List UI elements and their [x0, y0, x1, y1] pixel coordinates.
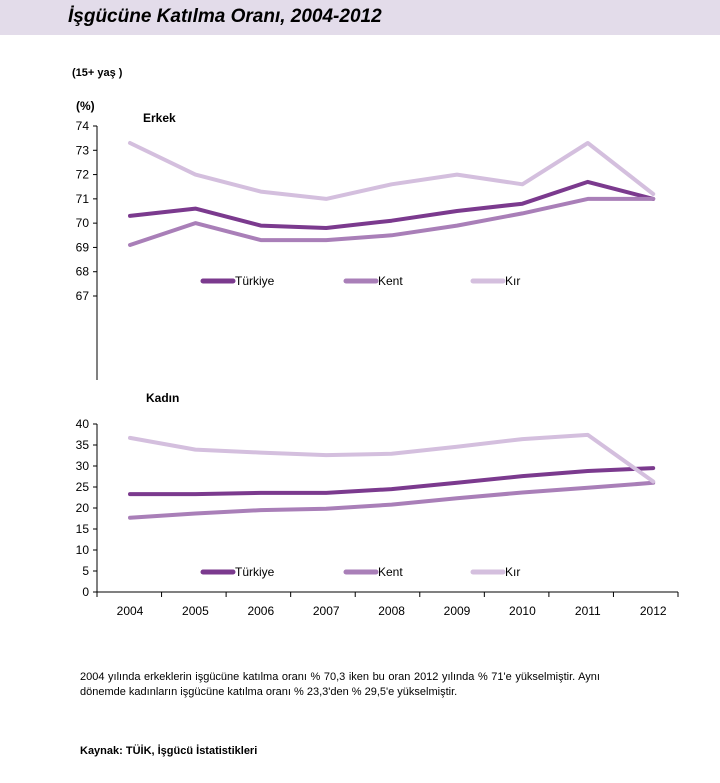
series-line-1 — [128, 196, 656, 247]
series-line-2 — [128, 432, 656, 484]
y-tick-label: 74 — [76, 119, 90, 133]
x-tick-label: 2009 — [444, 604, 471, 618]
x-tick-label: 2011 — [575, 604, 601, 618]
y-tick-label: 35 — [76, 438, 90, 452]
legend-label: Kent — [378, 565, 403, 579]
y-tick-label: 20 — [76, 501, 90, 515]
y-tick-label: 69 — [76, 240, 90, 254]
unit-label: (%) — [76, 99, 95, 113]
note-text: 2004 yılında erkeklerin işgücüne katılma… — [80, 671, 600, 698]
y-tick-label: 67 — [76, 289, 90, 303]
legend-label: Türkiye — [235, 565, 275, 579]
y-tick-label: 71 — [76, 192, 90, 206]
legend-label: Türkiye — [235, 274, 275, 288]
x-tick-label: 2008 — [378, 604, 405, 618]
age-label: (15+ yaş ) — [72, 67, 123, 79]
series-line-1 — [128, 480, 656, 520]
x-tick-label: 2004 — [117, 604, 144, 618]
y-tick-label: 10 — [76, 543, 90, 557]
y-tick-label: 40 — [76, 417, 90, 431]
y-tick-label: 72 — [76, 168, 90, 182]
panel-title: Kadın — [146, 391, 179, 405]
legend-label: Kır — [505, 274, 520, 288]
y-tick-label: 25 — [76, 480, 90, 494]
title-bar — [0, 0, 720, 35]
y-tick-label: 15 — [76, 522, 90, 536]
legend-label: Kır — [505, 565, 520, 579]
source-text: Kaynak: TÜİK, İşgücü İstatistikleri — [80, 745, 258, 757]
x-tick-label: 2012 — [640, 604, 667, 618]
series-line-0 — [128, 466, 656, 497]
y-tick-label: 5 — [82, 564, 89, 578]
chart-area: 74 73 72 71 70 69 68 67 Erkek Türkiye Kent Kır 40 35 3… — [76, 111, 679, 618]
y-tick-label: 68 — [76, 265, 90, 279]
legend-label: Kent — [378, 274, 403, 288]
x-tick-label: 2007 — [313, 604, 340, 618]
y-tick-label: 70 — [76, 216, 90, 230]
y-tick-label: 0 — [82, 585, 89, 599]
y-tick-label: 73 — [76, 143, 90, 157]
x-tick-label: 2010 — [509, 604, 536, 618]
page-title: İşgücüne Katılma Oranı, 2004-2012 — [68, 6, 382, 27]
x-tick-label: 2006 — [247, 604, 274, 618]
series-line-0 — [128, 179, 656, 230]
y-tick-label: 30 — [76, 459, 90, 473]
panel-title: Erkek — [143, 111, 176, 125]
x-tick-label: 2005 — [182, 604, 209, 618]
series-line-2 — [128, 141, 656, 201]
